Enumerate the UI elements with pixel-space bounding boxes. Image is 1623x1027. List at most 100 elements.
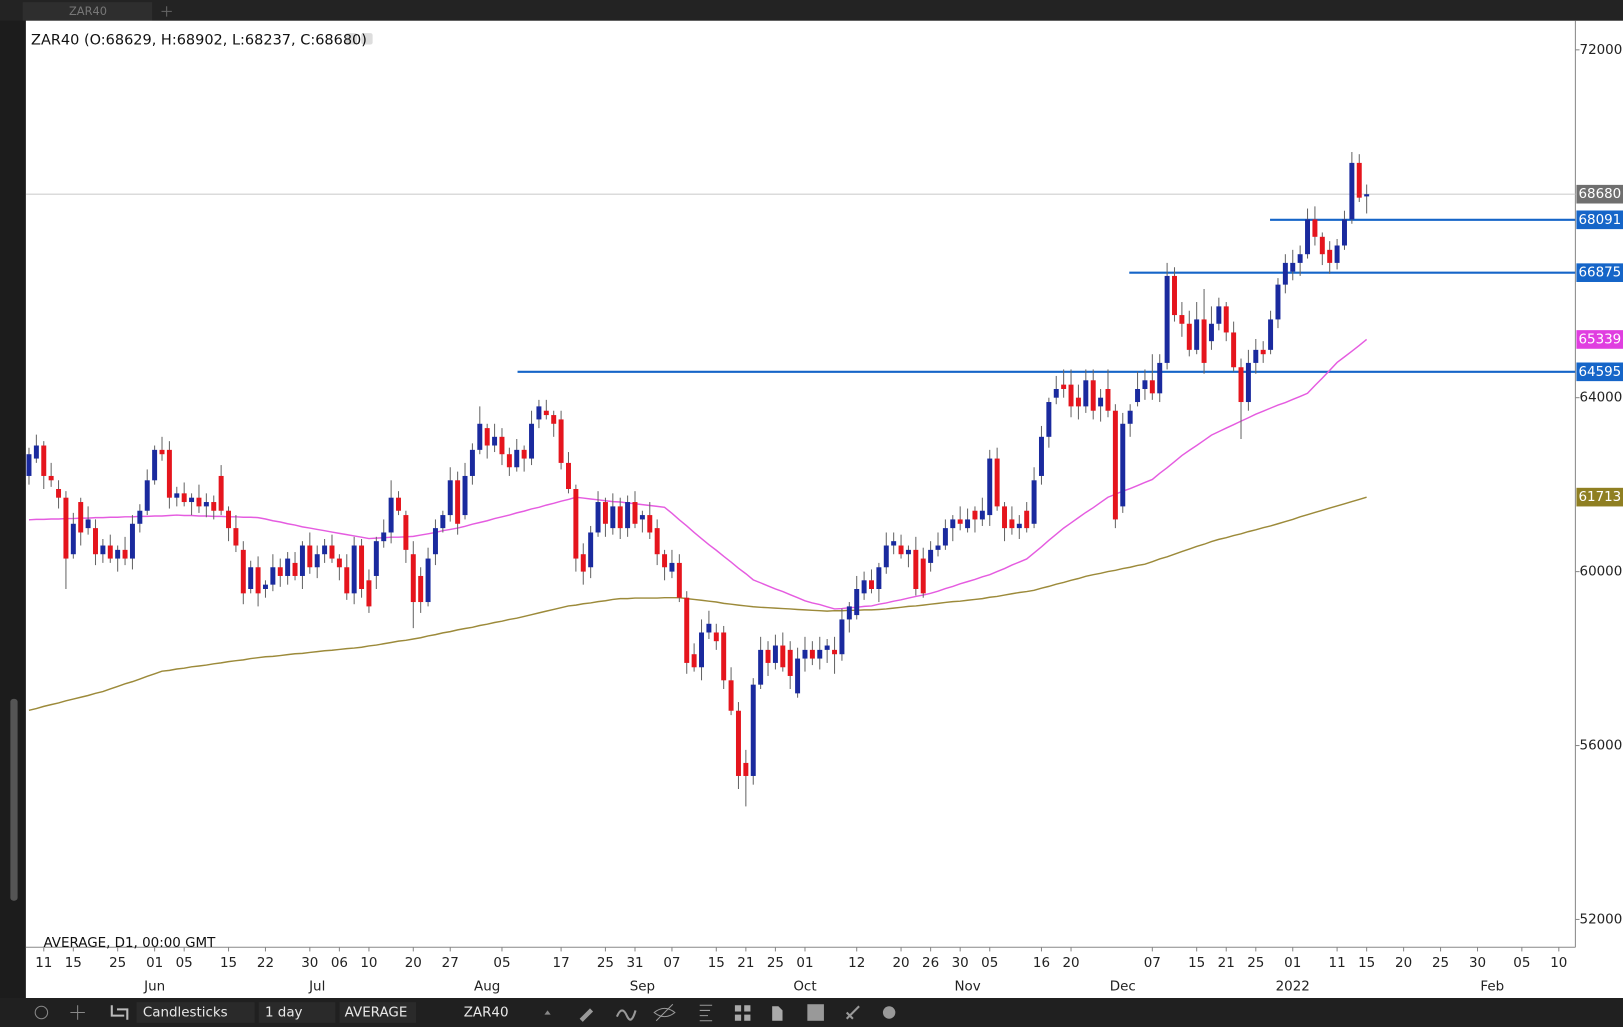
candle-body — [115, 549, 121, 559]
price-tag-label: 65339 — [1578, 332, 1621, 347]
candle-body — [344, 567, 350, 594]
x-month-label: Aug — [474, 980, 500, 995]
legend-icon[interactable] — [345, 33, 358, 45]
candle-body — [1297, 254, 1303, 263]
candle-body — [299, 545, 305, 576]
candle-body — [950, 519, 956, 529]
legend: ZAR40 (O:68629, H:68902, L:68237, C:6868… — [31, 32, 367, 48]
x-tick-label: 27 — [442, 956, 459, 971]
candle-body — [292, 562, 298, 576]
x-tick-label: 12 — [848, 956, 865, 971]
x-tick-label: 07 — [663, 956, 680, 971]
candle-body — [883, 545, 889, 568]
legend-icon[interactable] — [361, 33, 373, 45]
grid-icon[interactable] — [734, 1005, 751, 1021]
candle-body — [33, 445, 39, 459]
x-tick-label: 11 — [1329, 956, 1346, 971]
candle-body — [1216, 306, 1222, 324]
candle-body — [432, 528, 438, 555]
candle-body — [1223, 306, 1229, 333]
candle-body — [1120, 423, 1126, 507]
candle-body — [1334, 245, 1340, 263]
candle-body — [610, 506, 616, 529]
chart-icon[interactable] — [807, 1004, 824, 1021]
price-tag-label: 64595 — [1578, 365, 1621, 380]
candle-body — [699, 632, 704, 668]
x-tick-label: 01 — [146, 956, 163, 971]
crop-icon[interactable] — [110, 1005, 129, 1020]
candle-body — [854, 589, 860, 616]
tab[interactable] — [22, 2, 153, 21]
candle-body — [1253, 349, 1259, 363]
candle-body — [70, 523, 76, 555]
candle-body — [189, 497, 195, 503]
y-tick-label: 60000 — [1580, 565, 1623, 580]
settings-icon[interactable] — [882, 1006, 896, 1019]
candle-body — [972, 510, 978, 520]
candle-body — [166, 449, 172, 498]
candle-body — [63, 497, 69, 559]
candle-body — [595, 502, 601, 533]
interval-select[interactable] — [258, 1002, 336, 1023]
curve-icon[interactable] — [615, 1009, 637, 1021]
price-tag — [1576, 263, 1623, 282]
info-icon[interactable] — [34, 1005, 49, 1020]
indicator-select[interactable] — [339, 1002, 417, 1023]
candle-body — [558, 419, 564, 463]
candle-body — [314, 554, 320, 568]
x-month-label: 2022 — [1276, 980, 1310, 995]
x-tick-label: 05 — [493, 956, 510, 971]
candle-body — [1179, 315, 1185, 324]
indicator[interactable]: AVERAGE — [345, 1006, 408, 1021]
candle-body — [85, 519, 91, 529]
candle-body — [846, 606, 852, 620]
candle-body — [684, 597, 690, 663]
x-tick-label: 22 — [257, 956, 274, 971]
price-tag-label: 61713 — [1578, 490, 1621, 505]
candle-body — [307, 545, 313, 568]
candle-body — [721, 632, 727, 681]
candle-body — [1112, 410, 1118, 520]
crosshair-icon[interactable] — [70, 1005, 85, 1020]
candle-body — [1157, 362, 1163, 394]
doc-icon[interactable] — [772, 1006, 783, 1021]
candle-body — [935, 545, 941, 550]
hide-icon[interactable] — [653, 1003, 676, 1022]
x-tick-label: 25 — [109, 956, 126, 971]
symbol-arrow[interactable] — [544, 1010, 551, 1015]
candle-body — [735, 710, 741, 776]
candle-body — [662, 554, 668, 568]
link-icon[interactable] — [845, 1005, 860, 1020]
symbol[interactable]: ZAR40 — [464, 1006, 509, 1021]
draw-icon[interactable] — [579, 1008, 594, 1022]
candle-body — [203, 502, 209, 507]
y-tick-label: 64000 — [1580, 391, 1623, 406]
candle-body — [1201, 319, 1207, 363]
candle-body — [876, 567, 882, 590]
scrollbar[interactable] — [10, 698, 18, 901]
x-tick-label: 25 — [767, 956, 784, 971]
candle-body — [506, 454, 512, 468]
candle-body — [713, 632, 719, 642]
candle-body — [839, 619, 845, 655]
tab-label[interactable]: ZAR40 — [69, 4, 107, 18]
candle-body — [617, 506, 623, 529]
new-tab-icon[interactable] — [161, 6, 172, 17]
candle-body — [1002, 506, 1008, 529]
price-tag-label: 68680 — [1578, 187, 1621, 202]
candle-body — [1046, 402, 1052, 437]
candle-body — [750, 684, 756, 776]
candle-body — [514, 449, 520, 468]
chart-type-select[interactable] — [136, 1002, 255, 1023]
chart-type[interactable]: Candlesticks — [143, 1006, 228, 1021]
candle-body — [1090, 380, 1096, 411]
price-tag — [1576, 184, 1623, 204]
candle-body — [1016, 523, 1022, 529]
interval[interactable]: 1 day — [265, 1006, 303, 1021]
candle-body — [440, 515, 446, 529]
candle-body — [913, 549, 919, 590]
candle-body — [196, 497, 202, 507]
candle-body — [1098, 397, 1104, 407]
list-icon[interactable] — [699, 1004, 713, 1022]
